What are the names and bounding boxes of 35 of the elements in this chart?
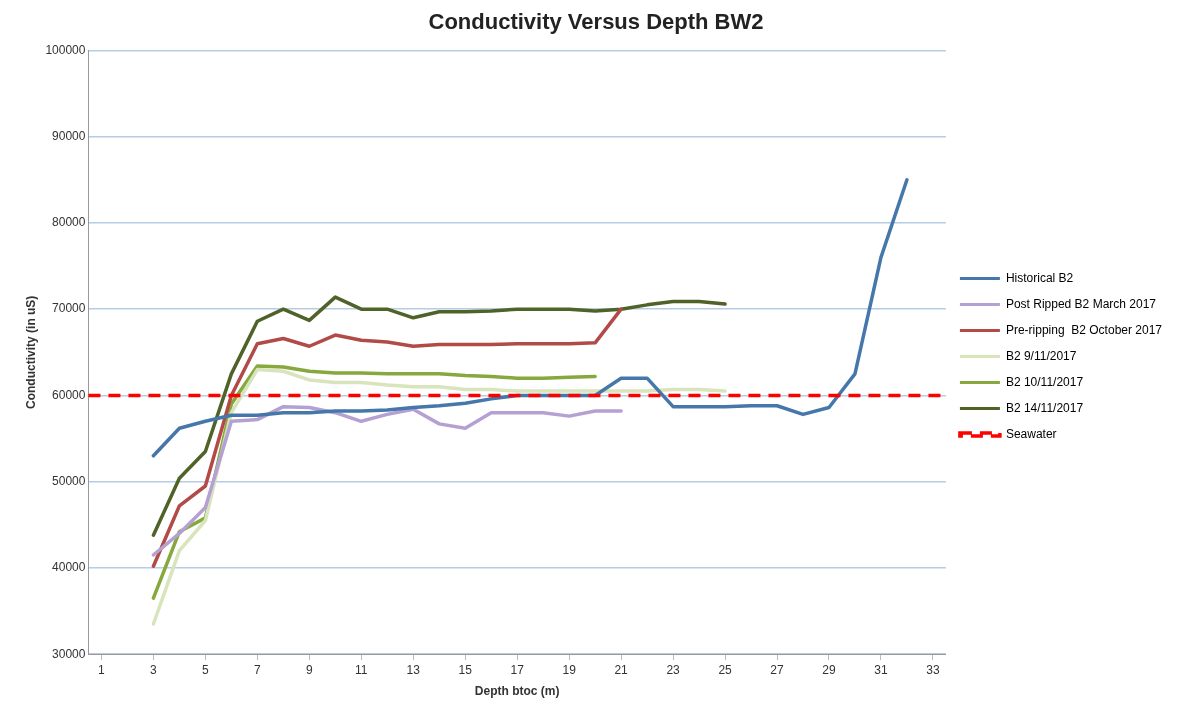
- x-tick-label: 5: [202, 662, 210, 677]
- x-axis-title: Depth btoc (m): [474, 684, 560, 699]
- y-tick-label: 100000: [45, 42, 86, 57]
- y-tick-label: 70000: [52, 301, 86, 316]
- x-tick-label: 15: [458, 662, 473, 677]
- chart-title: Conductivity Versus Depth BW2: [428, 9, 764, 35]
- legend-label: Historical B2: [1005, 270, 1074, 285]
- x-tick-label: 7: [253, 662, 261, 677]
- y-tick-label: 90000: [52, 128, 86, 143]
- y-tick-label: 80000: [52, 215, 86, 230]
- x-tick-label: 19: [562, 662, 577, 677]
- x-tick-label: 1: [98, 662, 106, 677]
- legend-label: B2 14/11/2017: [1005, 400, 1084, 415]
- x-tick-label: 25: [718, 662, 733, 677]
- x-tick-label: 31: [874, 662, 888, 677]
- y-axis-title: Conductivity (in uS): [23, 295, 38, 409]
- y-tick-label: 50000: [52, 474, 86, 488]
- x-tick-label: 11: [355, 662, 368, 677]
- legend-label: Post Ripped B2 March 2017: [1005, 296, 1157, 311]
- x-tick-label: 3: [150, 662, 158, 677]
- legend-label: Seawater: [1005, 426, 1057, 441]
- y-tick-label: 60000: [52, 387, 86, 402]
- x-tick-label: 17: [510, 662, 525, 677]
- legend-label: Pre-ripping B2 October 2017: [1005, 322, 1163, 337]
- x-tick-label: 21: [614, 662, 629, 677]
- x-tick-label: 29: [822, 662, 836, 677]
- y-tick-label: 40000: [52, 560, 86, 575]
- x-tick-label: 27: [770, 662, 785, 677]
- legend-label: B2 10/11/2017: [1005, 374, 1084, 389]
- x-tick-label: 33: [926, 662, 940, 677]
- legend-label: B2 9/11/2017: [1005, 348, 1077, 363]
- x-tick-label: 9: [305, 662, 313, 677]
- x-tick-label: 13: [406, 662, 421, 677]
- y-tick-label: 30000: [52, 646, 86, 661]
- x-tick-label: 23: [666, 662, 681, 677]
